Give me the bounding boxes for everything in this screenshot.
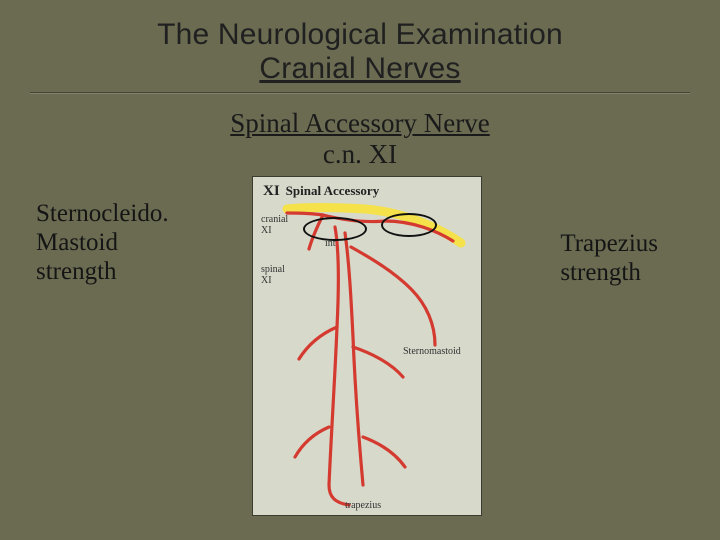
- content-area: Sternocleido.Mastoidstrength Trapeziusst…: [30, 176, 690, 536]
- slide: The Neurological Examination Cranial Ner…: [0, 0, 720, 540]
- figure-label: Sternomastoid: [403, 347, 461, 358]
- left-label: Sternocleido.Mastoidstrength: [36, 200, 169, 286]
- figure-label: cranialXI: [261, 215, 288, 236]
- subtitle-block: Spinal Accessory Nerve c.n. XI: [30, 108, 690, 170]
- nerve-path: [351, 247, 435, 345]
- nerve-path: [299, 327, 337, 359]
- title-line-1: The Neurological Examination: [30, 18, 690, 52]
- figure-label: spinalXI: [261, 265, 285, 286]
- subtitle-line-1: Spinal Accessory Nerve: [30, 108, 690, 139]
- nerve-path: [287, 213, 323, 215]
- annotation-ellipse: [381, 213, 437, 237]
- divider: [30, 92, 690, 94]
- nerve-path: [345, 233, 363, 485]
- title-block: The Neurological Examination Cranial Ner…: [30, 18, 690, 86]
- annotation-ellipse: [303, 217, 367, 241]
- title-line-2: Cranial Nerves: [30, 52, 690, 86]
- nerve-path: [329, 227, 349, 505]
- nerve-path: [295, 427, 329, 457]
- anatomy-figure: XISpinal Accessory cranialXIintspinalXIS…: [252, 176, 482, 516]
- figure-label: trapezius: [345, 501, 381, 512]
- nerve-path: [353, 347, 403, 377]
- nerve-path: [363, 437, 405, 467]
- subtitle-line-2: c.n. XI: [30, 139, 690, 170]
- right-label: Trapeziusstrength: [560, 230, 658, 288]
